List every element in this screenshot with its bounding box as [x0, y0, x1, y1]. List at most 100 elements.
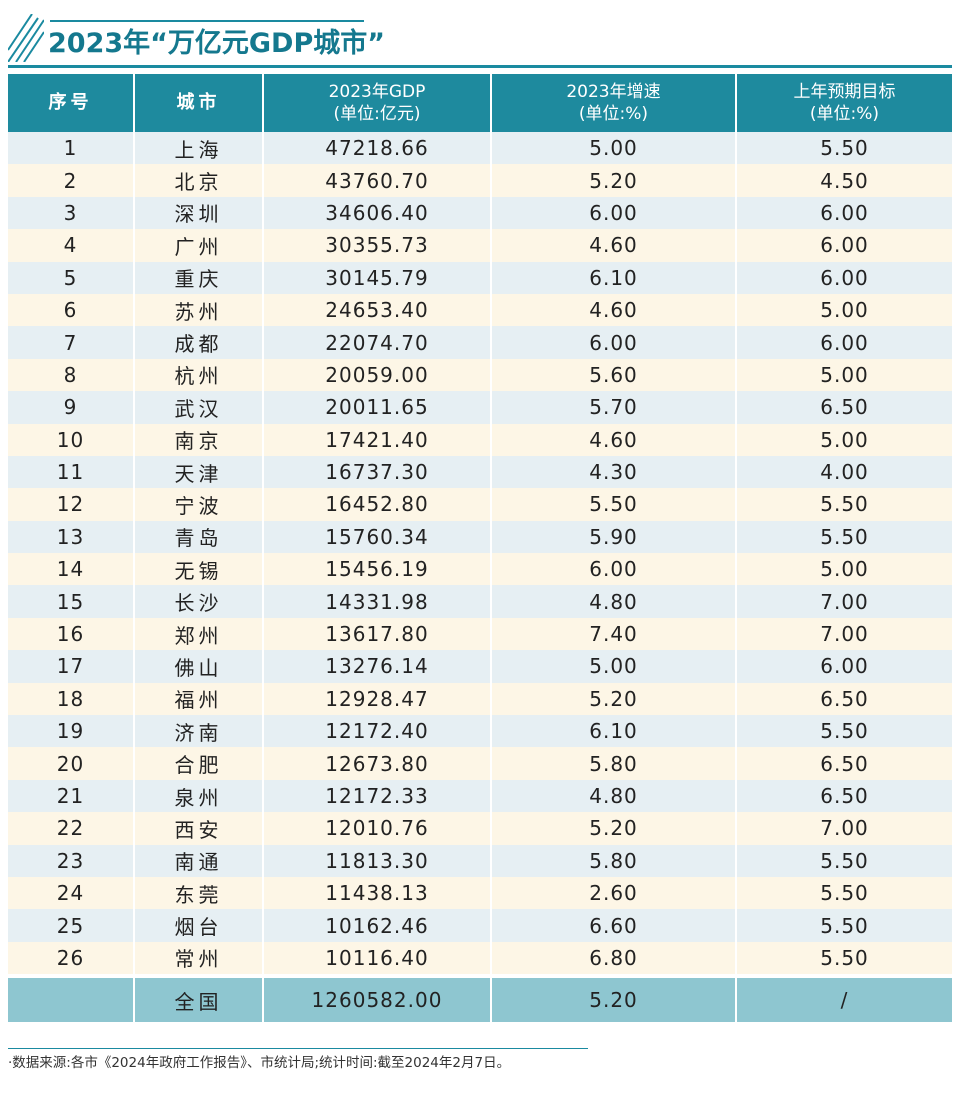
cell-rank: 20: [8, 747, 135, 780]
cell-gdp: 43760.70: [262, 164, 492, 197]
cell-rank: 21: [8, 779, 135, 813]
cell-gdp: 16452.80: [262, 488, 492, 521]
cell-city: 佛山: [133, 650, 264, 683]
table-row: 6 苏州 24653.40 4.60 5.00: [8, 293, 952, 327]
cell-city: 泉州: [133, 779, 264, 813]
cell-gdp: 30145.79: [262, 261, 492, 294]
title-top-line: [50, 20, 364, 22]
cell-growth: 4.60: [490, 293, 737, 327]
cell-rank: 14: [8, 553, 135, 586]
gdp-table: 序号 城市 2023年GDP (单位:亿元) 2023年增速 (单位:%) 上年…: [8, 74, 952, 1023]
cell-rank: 16: [8, 617, 135, 651]
cell-city: 济南: [133, 715, 264, 748]
cell-rank: 15: [8, 585, 135, 618]
cell-target: 5.00: [735, 358, 952, 392]
cell-rank: 19: [8, 715, 135, 748]
cell-gdp: 12172.33: [262, 779, 492, 813]
cell-city: 北京: [133, 164, 264, 197]
page-title: 2023年“万亿元GDP城市”: [48, 28, 385, 59]
cell-gdp: 20059.00: [262, 358, 492, 392]
cell-gdp: 15456.19: [262, 553, 492, 586]
cell-growth: 2.60: [490, 876, 737, 910]
cell-rank: 4: [8, 229, 135, 262]
title-underline: [8, 65, 952, 68]
cell-target: 5.50: [735, 488, 952, 521]
cell-rank: 9: [8, 391, 135, 424]
cell-target: 7.00: [735, 812, 952, 845]
cell-city: 成都: [133, 326, 264, 359]
cell-growth: 4.60: [490, 423, 737, 456]
table-row: 25 烟台 10162.46 6.60 5.50: [8, 909, 952, 942]
header-rank: 序号: [8, 74, 135, 132]
header-city: 城市: [133, 74, 264, 132]
cell-growth: 6.60: [490, 909, 737, 942]
table-body: 1 上海 47218.66 5.00 5.50 2 北京 43760.70 5.20 4.50 3 深…: [8, 132, 952, 977]
cell-rank: 26: [8, 941, 135, 977]
table-row: 5 重庆 30145.79 6.10 6.00: [8, 261, 952, 294]
total-row: 全国 1260582.00 5.20 /: [8, 974, 952, 1023]
header-target: 上年预期目标 (单位:%): [735, 74, 952, 132]
cell-city: 合肥: [133, 747, 264, 780]
cell-growth: 5.50: [490, 488, 737, 521]
cell-gdp: 47218.66: [262, 132, 492, 165]
table-row: 3 深圳 34606.40 6.00 6.00: [8, 196, 952, 230]
cell-gdp: 24653.40: [262, 293, 492, 327]
cell-gdp: 11438.13: [262, 876, 492, 910]
cell-rank: 22: [8, 812, 135, 845]
cell-target: 6.00: [735, 229, 952, 262]
cell-target: 4.50: [735, 164, 952, 197]
cell-growth: 4.30: [490, 455, 737, 489]
cell-gdp: 20011.65: [262, 391, 492, 424]
cell-city: 东莞: [133, 876, 264, 910]
cell-target: 6.00: [735, 196, 952, 230]
cell-target: 6.50: [735, 391, 952, 424]
total-city: 全国: [133, 974, 264, 1023]
cell-target: 5.00: [735, 423, 952, 456]
cell-city: 天津: [133, 455, 264, 489]
cell-rank: 11: [8, 455, 135, 489]
total-growth: 5.20: [490, 974, 737, 1023]
cell-city: 杭州: [133, 358, 264, 392]
table-row: 12 宁波 16452.80 5.50 5.50: [8, 488, 952, 521]
cell-gdp: 13617.80: [262, 617, 492, 651]
cell-growth: 5.80: [490, 844, 737, 877]
cell-gdp: 12010.76: [262, 812, 492, 845]
cell-city: 上海: [133, 132, 264, 165]
cell-rank: 25: [8, 909, 135, 942]
total-target: /: [735, 974, 952, 1023]
cell-rank: 8: [8, 358, 135, 392]
cell-rank: 2: [8, 164, 135, 197]
cell-rank: 17: [8, 650, 135, 683]
cell-gdp: 17421.40: [262, 423, 492, 456]
cell-growth: 6.00: [490, 196, 737, 230]
cell-target: 5.00: [735, 293, 952, 327]
table-row: 13 青岛 15760.34 5.90 5.50: [8, 520, 952, 554]
table-row: 24 东莞 11438.13 2.60 5.50: [8, 876, 952, 910]
cell-target: 6.50: [735, 682, 952, 716]
cell-target: 6.00: [735, 326, 952, 359]
table-row: 2 北京 43760.70 5.20 4.50: [8, 164, 952, 197]
cell-gdp: 22074.70: [262, 326, 492, 359]
cell-target: 5.50: [735, 715, 952, 748]
cell-rank: 6: [8, 293, 135, 327]
table-row: 26 常州 10116.40 6.80 5.50: [8, 941, 952, 977]
table-row: 11 天津 16737.30 4.30 4.00: [8, 455, 952, 489]
cell-gdp: 30355.73: [262, 229, 492, 262]
cell-gdp: 34606.40: [262, 196, 492, 230]
cell-target: 6.00: [735, 261, 952, 294]
total-rank: [8, 974, 135, 1023]
cell-rank: 13: [8, 520, 135, 554]
cell-target: 6.50: [735, 747, 952, 780]
cell-city: 无锡: [133, 553, 264, 586]
cell-growth: 6.80: [490, 941, 737, 977]
cell-gdp: 10162.46: [262, 909, 492, 942]
cell-gdp: 12673.80: [262, 747, 492, 780]
hatch-decoration-icon: [8, 14, 44, 62]
cell-growth: 6.10: [490, 261, 737, 294]
cell-rank: 7: [8, 326, 135, 359]
cell-target: 5.50: [735, 520, 952, 554]
table-row: 21 泉州 12172.33 4.80 6.50: [8, 779, 952, 813]
table-header-row: 序号 城市 2023年GDP (单位:亿元) 2023年增速 (单位:%) 上年…: [8, 74, 952, 132]
table-row: 17 佛山 13276.14 5.00 6.00: [8, 650, 952, 683]
cell-city: 苏州: [133, 293, 264, 327]
